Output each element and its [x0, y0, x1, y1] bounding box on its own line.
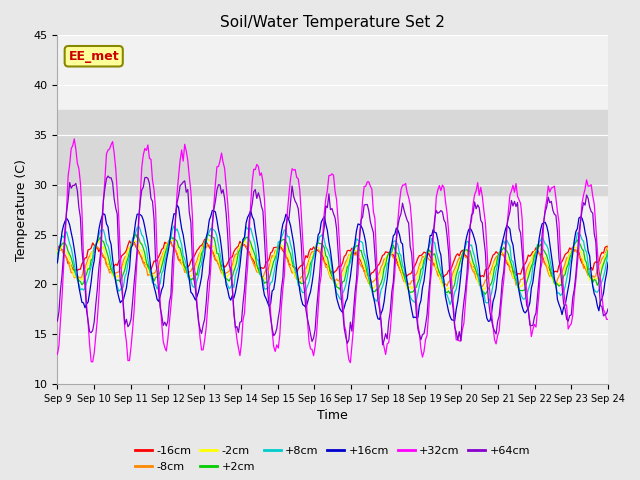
+32cm	[247, 202, 255, 207]
-8cm	[121, 254, 129, 260]
+16cm	[237, 248, 245, 254]
+32cm	[296, 187, 303, 193]
+2cm	[54, 251, 61, 257]
Y-axis label: Temperature (C): Temperature (C)	[15, 159, 28, 261]
-8cm	[577, 254, 584, 260]
-16cm	[247, 252, 255, 258]
+64cm	[54, 318, 61, 324]
+8cm	[247, 225, 255, 231]
+64cm	[237, 319, 245, 324]
Line: +2cm: +2cm	[58, 234, 608, 294]
-16cm	[201, 237, 209, 242]
+8cm	[296, 284, 303, 289]
+64cm	[220, 187, 227, 192]
-2cm	[577, 249, 584, 254]
+2cm	[604, 247, 612, 253]
-16cm	[237, 241, 245, 247]
-8cm	[479, 284, 486, 289]
+2cm	[237, 244, 245, 250]
Line: -8cm: -8cm	[58, 241, 608, 287]
-8cm	[247, 254, 255, 260]
+32cm	[604, 316, 612, 322]
+2cm	[121, 267, 129, 273]
Bar	[58, 110, 608, 195]
-16cm	[296, 264, 303, 270]
+8cm	[170, 223, 178, 229]
Line: -16cm: -16cm	[58, 240, 608, 277]
-16cm	[121, 250, 129, 256]
-2cm	[247, 244, 255, 250]
Title: Soil/Water Temperature Set 2: Soil/Water Temperature Set 2	[220, 15, 445, 30]
-8cm	[604, 243, 612, 249]
-2cm	[442, 288, 449, 294]
+16cm	[121, 291, 129, 297]
+2cm	[220, 268, 227, 274]
+64cm	[379, 342, 387, 348]
+16cm	[220, 259, 227, 265]
+64cm	[104, 173, 112, 179]
Legend: -16cm, -8cm, -2cm, +2cm, +8cm, +16cm, +32cm, +64cm: -16cm, -8cm, -2cm, +2cm, +8cm, +16cm, +3…	[131, 442, 534, 476]
+8cm	[121, 274, 129, 279]
+16cm	[54, 260, 61, 266]
-8cm	[296, 276, 303, 282]
+8cm	[604, 249, 612, 254]
-16cm	[220, 262, 227, 267]
+16cm	[577, 214, 584, 220]
+2cm	[247, 240, 255, 245]
Line: +16cm: +16cm	[58, 205, 608, 322]
-2cm	[220, 272, 227, 277]
+8cm	[237, 244, 245, 250]
X-axis label: Time: Time	[317, 409, 348, 422]
-8cm	[201, 239, 209, 244]
+16cm	[484, 319, 492, 324]
-2cm	[54, 250, 61, 256]
+64cm	[123, 316, 131, 322]
+8cm	[220, 264, 227, 270]
-2cm	[121, 260, 129, 265]
+16cm	[604, 260, 612, 265]
+8cm	[54, 258, 61, 264]
+2cm	[132, 231, 140, 237]
+32cm	[54, 351, 61, 357]
+2cm	[481, 291, 489, 297]
+64cm	[296, 221, 303, 227]
+2cm	[296, 279, 303, 285]
+32cm	[237, 341, 245, 347]
Line: +8cm: +8cm	[58, 226, 608, 304]
Line: +32cm: +32cm	[58, 139, 608, 363]
-2cm	[604, 246, 612, 252]
+32cm	[577, 220, 584, 226]
-8cm	[220, 270, 227, 276]
Line: +64cm: +64cm	[58, 176, 608, 345]
-2cm	[237, 240, 245, 246]
+32cm	[70, 136, 78, 142]
+64cm	[247, 209, 255, 215]
-16cm	[604, 244, 612, 250]
-16cm	[54, 242, 61, 248]
Text: EE_met: EE_met	[68, 50, 119, 63]
-16cm	[402, 274, 410, 280]
+8cm	[446, 301, 454, 307]
+32cm	[220, 159, 227, 165]
-8cm	[54, 247, 61, 252]
+16cm	[296, 288, 303, 294]
+64cm	[604, 306, 612, 312]
-16cm	[577, 257, 584, 263]
+2cm	[577, 242, 584, 248]
+64cm	[577, 219, 584, 225]
Line: -2cm: -2cm	[58, 239, 608, 291]
+16cm	[247, 208, 255, 214]
+32cm	[346, 360, 354, 366]
-2cm	[296, 278, 303, 284]
+32cm	[123, 339, 131, 345]
+16cm	[173, 202, 181, 208]
+8cm	[577, 232, 584, 238]
-8cm	[237, 241, 245, 247]
-2cm	[204, 236, 212, 241]
